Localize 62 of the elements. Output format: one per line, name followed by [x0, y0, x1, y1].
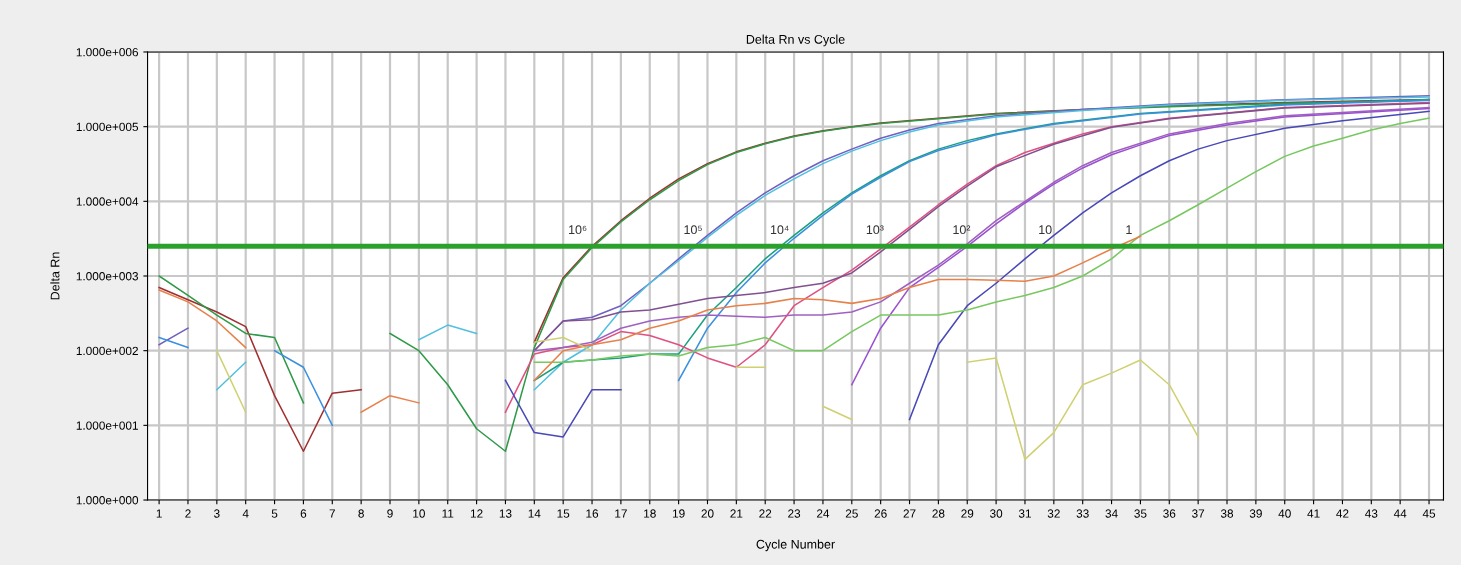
- y-tick-label: 1.000e+005: [76, 122, 139, 132]
- x-axis-title: Cycle Number: [756, 539, 835, 552]
- x-tick-label: 9: [387, 509, 393, 518]
- x-tick-label: 17: [615, 509, 627, 518]
- x-tick-label: 26: [874, 509, 887, 518]
- x-tick-label: 19: [672, 509, 685, 518]
- x-tick-label: 34: [1105, 509, 1118, 518]
- annotation: 10: [1039, 225, 1052, 235]
- annotation: 1: [1126, 225, 1132, 234]
- x-tick-label: 30: [989, 509, 1003, 518]
- x-tick-label: 12: [470, 509, 483, 518]
- annotation: 10⁵: [684, 225, 702, 235]
- annotation: 10⁴: [770, 225, 789, 235]
- x-tick-label: 3: [214, 509, 220, 518]
- x-tick-label: 21: [730, 509, 743, 518]
- x-tick-label: 41: [1307, 509, 1320, 518]
- annotation: 10⁶: [569, 225, 587, 235]
- x-tick-label: 40: [1278, 509, 1291, 518]
- x-tick-label: 32: [1047, 509, 1060, 518]
- x-tick-label: 22: [759, 509, 772, 518]
- x-tick-label: 33: [1076, 509, 1089, 518]
- x-tick-label: 36: [1163, 509, 1176, 518]
- x-tick-label: 20: [701, 509, 714, 518]
- x-tick-label: 37: [1192, 509, 1205, 518]
- x-tick-label: 6: [300, 509, 307, 518]
- x-tick-label: 11: [442, 509, 454, 518]
- annotation: 10³: [866, 225, 884, 235]
- x-tick-label: 29: [961, 509, 974, 518]
- x-tick-label: 16: [586, 509, 599, 518]
- x-tick-label: 10: [413, 509, 425, 518]
- x-tick-label: 28: [932, 509, 945, 518]
- x-tick-label: 25: [845, 509, 858, 518]
- x-tick-label: 7: [329, 509, 335, 518]
- x-tick-label: 4: [242, 509, 249, 518]
- x-tick-label: 24: [816, 509, 830, 518]
- y-tick-label: 1.000e+002: [76, 346, 138, 356]
- x-tick-label: 35: [1134, 509, 1147, 518]
- x-tick-label: 45: [1422, 509, 1436, 518]
- y-tick-label: 1.000e+003: [76, 272, 139, 281]
- y-tick-label: 1.000e+006: [76, 48, 139, 57]
- x-tick-label: 44: [1393, 509, 1407, 518]
- x-tick-label: 8: [358, 509, 364, 518]
- x-tick-label: 18: [644, 509, 656, 518]
- x-tick-label: 38: [1220, 509, 1234, 518]
- x-tick-label: 5: [271, 509, 278, 518]
- x-tick-label: 14: [528, 509, 541, 518]
- x-tick-label: 13: [499, 509, 512, 518]
- x-tick-label: 39: [1249, 509, 1262, 518]
- x-tick-label: 1: [156, 509, 162, 518]
- x-tick-label: 43: [1365, 509, 1378, 518]
- x-tick-label: 23: [788, 509, 801, 518]
- y-tick-label: 1.000e+001: [76, 421, 138, 430]
- y-tick-label: 1.000e+004: [76, 197, 139, 206]
- y-axis-title: Delta Rn: [50, 252, 60, 300]
- x-tick-label: 2: [185, 509, 191, 518]
- x-tick-label: 31: [1018, 509, 1031, 518]
- annotation: 10²: [953, 225, 971, 235]
- x-tick-label: 27: [903, 509, 916, 518]
- y-tick-label: 1.000e+000: [76, 496, 139, 505]
- x-tick-label: 42: [1336, 509, 1349, 518]
- chart-title: Delta Rn vs Cycle: [746, 34, 845, 47]
- x-tick-label: 15: [557, 509, 570, 518]
